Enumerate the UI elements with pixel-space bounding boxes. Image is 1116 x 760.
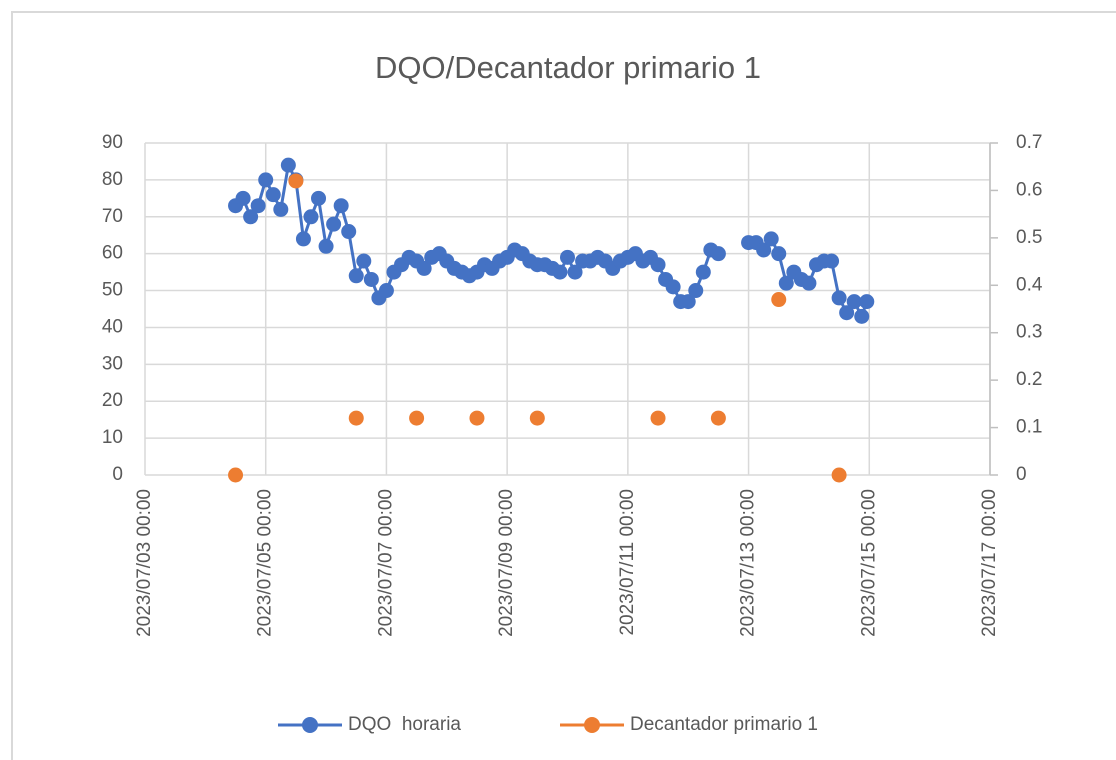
y-tick-label: 0 [112,464,123,485]
marker [303,209,319,225]
x-tick-label: 2023/07/05 00:00 [255,489,276,637]
marker [763,231,779,247]
y2-tick-label: 0 [1016,464,1027,485]
chart-title: DQO/Decantador primario 1 [375,50,761,85]
marker [318,238,334,254]
marker [363,271,379,287]
marker [771,292,787,308]
marker [273,201,289,217]
x-tick-label: 2023/07/09 00:00 [496,489,517,637]
marker [250,198,266,214]
chart-frame [11,11,1116,760]
marker [650,410,666,426]
marker [688,283,704,299]
y-tick-label: 70 [102,206,123,227]
y2-tick-label: 0.1 [1016,417,1042,438]
y2-tick-label: 0.7 [1016,132,1042,153]
marker [831,467,847,483]
y-tick-label: 10 [102,427,123,448]
marker [356,253,372,269]
marker [771,246,787,262]
marker [378,283,394,299]
marker [859,294,875,310]
marker [801,275,817,291]
marker [409,410,425,426]
y2-tick-label: 0.6 [1016,179,1042,200]
marker [333,198,349,214]
marker [311,190,327,206]
marker [469,410,485,426]
marker [831,290,847,306]
x-tick-label: 2023/07/13 00:00 [738,489,759,637]
marker [288,173,304,189]
y-tick-label: 60 [102,243,123,264]
marker [665,279,681,295]
marker [778,275,794,291]
y-tick-label: 40 [102,316,123,337]
marker [680,294,696,310]
marker [650,257,666,273]
legend-label: Decantador primario 1 [630,714,818,735]
legend-marker [584,717,600,733]
marker [341,224,357,240]
marker [265,187,281,203]
y-tick-label: 80 [102,169,123,190]
marker [326,216,342,232]
y-tick-label: 30 [102,353,123,374]
marker [295,231,311,247]
y2-tick-label: 0.5 [1016,227,1042,248]
x-tick-label: 2023/07/15 00:00 [858,489,879,637]
y-tick-label: 20 [102,390,123,411]
legend-label: DQO horaria [348,714,461,735]
marker [846,294,862,310]
marker [710,246,726,262]
marker [416,260,432,276]
y2-tick-label: 0.3 [1016,322,1042,343]
marker [756,242,772,258]
y-tick-label: 90 [102,132,123,153]
marker [235,190,251,206]
marker [560,249,575,265]
y-tick-label: 50 [102,280,123,301]
y2-tick-label: 0.2 [1016,369,1042,390]
marker [348,268,364,284]
y2-tick-label: 0.4 [1016,274,1043,295]
x-tick-label: 2023/07/11 00:00 [617,489,638,636]
marker [854,308,870,324]
marker [824,253,840,269]
marker [348,410,364,426]
marker [228,467,244,483]
legend-marker [302,717,318,733]
marker [710,410,726,426]
marker [839,305,855,321]
x-tick-label: 2023/07/07 00:00 [375,489,396,637]
marker [258,172,274,188]
marker [695,264,711,280]
marker [280,157,296,173]
x-tick-label: 2023/07/17 00:00 [979,489,1000,637]
marker [529,410,545,426]
marker [552,264,568,280]
x-tick-label: 2023/07/03 00:00 [134,489,155,637]
marker [567,264,583,280]
marker [243,209,259,225]
